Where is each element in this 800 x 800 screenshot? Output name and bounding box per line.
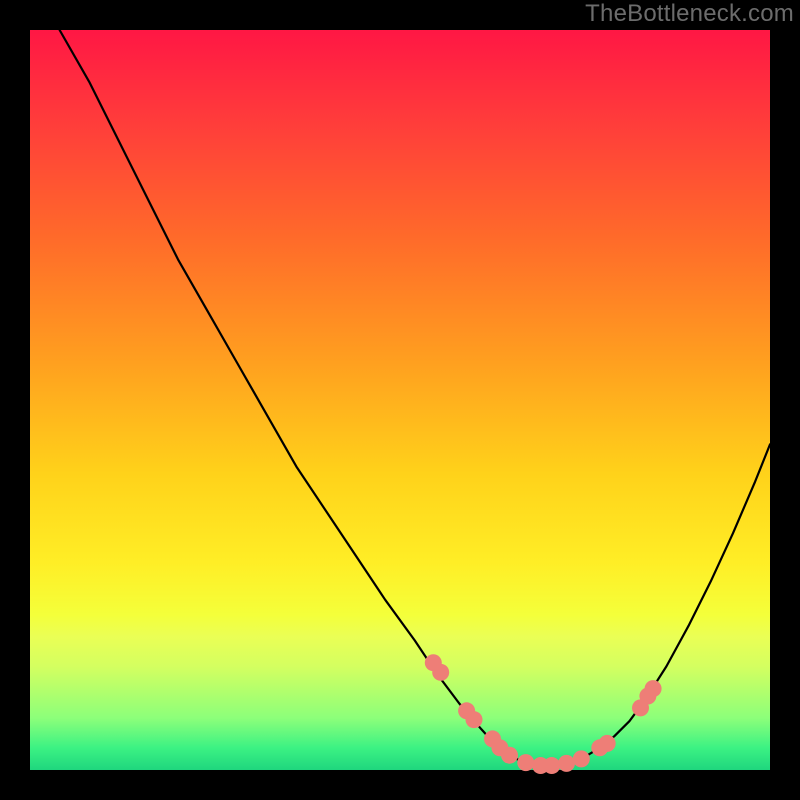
curve-dot [517,754,534,771]
curve-dot [573,750,590,767]
curve-dot [645,680,662,697]
curve-dot [501,747,518,764]
curve-dot [599,735,616,752]
gradient-background [30,30,770,770]
curve-dot [466,711,483,728]
curve-dot [432,664,449,681]
watermark-text: TheBottleneck.com [585,0,794,28]
chart-stage: TheBottleneck.com [0,0,800,800]
curve-dot [558,755,575,772]
bottleneck-chart [0,0,800,800]
curve-dot [543,757,560,774]
